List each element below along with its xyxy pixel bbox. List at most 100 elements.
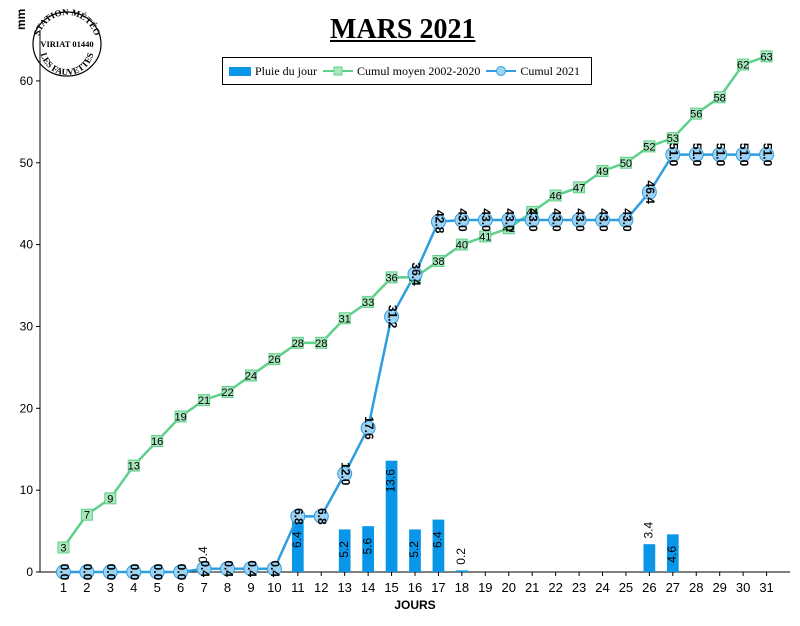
bar-value-label: 3.4 — [642, 522, 656, 539]
cumul-moyen-label: 36 — [385, 272, 397, 284]
bar — [666, 534, 679, 572]
cumul-2021-label: 6.8 — [315, 508, 329, 525]
cumul-moyen-label: 3 — [60, 542, 66, 554]
cumul-2021-point — [243, 561, 259, 577]
cumul-moyen-point — [385, 271, 398, 284]
cumul-2021-label: 0.0 — [104, 564, 118, 581]
cumul-2021-point — [759, 147, 775, 163]
cumul-2021-point — [313, 508, 329, 524]
cumul-2021-label: 31.2 — [385, 305, 399, 329]
cumul-2021-point — [173, 564, 189, 580]
legend-item-pluie: Pluie du jour — [229, 64, 317, 79]
x-tick-label: 14 — [361, 580, 375, 595]
cumul-moyen-point — [619, 156, 632, 169]
cumul-2021-label: 0.4 — [221, 560, 235, 577]
bar — [362, 526, 374, 572]
x-tick-label: 8 — [224, 580, 231, 595]
cumul-moyen-label: 21 — [198, 395, 210, 407]
cumul-2021-point — [524, 212, 540, 228]
x-tick-label: 1 — [60, 580, 67, 595]
x-tick-label: 2 — [83, 580, 90, 595]
cumul-moyen-point — [268, 353, 281, 366]
x-tick-label: 21 — [525, 580, 539, 595]
x-tick-label: 20 — [502, 580, 516, 595]
cumul-2021-label: 36.4 — [409, 262, 423, 286]
cumul-moyen-label: 63 — [760, 51, 772, 63]
bar — [456, 570, 468, 572]
cumul-moyen-point — [151, 435, 164, 448]
x-axis-label: JOURS — [394, 598, 435, 612]
station-stamp: STATION MÉTÉO VIRIAT 01440 LES FAUVETTES — [31, 8, 102, 77]
cumul-moyen-label: 19 — [175, 411, 187, 423]
cumul-2021-label: 43.0 — [479, 208, 493, 232]
bar-value-label: 6.4 — [290, 531, 304, 548]
cumul-moyen-point — [713, 91, 726, 104]
y-tick-label: 30 — [20, 319, 34, 333]
legend-square-swatch — [323, 66, 353, 76]
cumul-2021-point — [548, 212, 564, 228]
cumul-moyen-label: 13 — [128, 461, 140, 473]
cumul-2021-point — [688, 147, 704, 163]
y-tick-label: 40 — [20, 238, 34, 252]
y-tick-label: 20 — [20, 401, 34, 415]
x-tick-label: 31 — [759, 580, 773, 595]
cumul-moyen-label: 33 — [362, 297, 374, 309]
cumul-2021-point — [196, 561, 212, 577]
bar — [385, 460, 398, 572]
cumul-2021-point — [430, 214, 446, 230]
bar — [432, 519, 445, 572]
bar — [409, 529, 421, 572]
cumul-moyen-point — [362, 295, 375, 308]
x-tick-label: 29 — [712, 580, 726, 595]
x-tick-label: 28 — [689, 580, 703, 595]
cumul-2021-label: 43.0 — [526, 208, 540, 232]
legend-label-cumul: Cumul 2021 — [520, 63, 580, 78]
cumul-moyen-point — [315, 336, 328, 349]
x-tick-label: 24 — [595, 580, 609, 595]
cumul-moyen-point — [127, 459, 140, 472]
cumul-2021-point — [571, 212, 587, 228]
cumul-moyen-label: 52 — [643, 141, 655, 153]
cumul-2021-point — [712, 147, 728, 163]
cumul-moyen-point — [455, 238, 468, 251]
cumul-2021-point — [266, 561, 282, 577]
cumul-moyen-point — [432, 254, 445, 267]
cumul-2021-point — [360, 420, 376, 436]
cumul-2021-point — [290, 508, 306, 524]
cumul-moyen-point — [80, 508, 93, 521]
x-tick-label: 10 — [267, 580, 281, 595]
cumul-2021-point — [618, 212, 634, 228]
x-tick-label: 13 — [337, 580, 351, 595]
x-tick-label: 4 — [130, 580, 137, 595]
cumul-moyen-point — [291, 336, 304, 349]
cumul-2021-point — [126, 564, 142, 580]
cumul-moyen-point — [338, 312, 351, 325]
y-axis-label: mm — [14, 8, 28, 30]
cumul-moyen-point — [198, 394, 211, 407]
cumul-moyen-label: 46 — [550, 191, 562, 203]
cumul-2021-point — [501, 212, 517, 228]
legend-item-cumul: Cumul 2021 — [486, 64, 580, 79]
x-tick-label: 15 — [384, 580, 398, 595]
bar-value-label: 5.6 — [360, 538, 374, 555]
cumul-moyen-point — [57, 541, 70, 554]
legend-label-moyen: Cumul moyen 2002-2020 — [357, 63, 481, 78]
cumul-2021-point — [220, 561, 235, 577]
cumul-2021-point — [102, 564, 118, 580]
legend-item-moyen: Cumul moyen 2002-2020 — [323, 64, 480, 79]
cumul-2021-label: 51.0 — [714, 143, 728, 167]
x-tick-label: 3 — [107, 580, 114, 595]
cumul-2021-label: 51.0 — [737, 143, 751, 167]
y-tick-label: 10 — [20, 483, 34, 497]
cumul-moyen-label: 28 — [315, 338, 327, 350]
cumul-moyen-label: 47 — [573, 182, 585, 194]
cumul-moyen-point — [690, 107, 703, 120]
legend-bar-swatch — [229, 66, 251, 76]
x-tick-label: 9 — [247, 580, 254, 595]
cumul-moyen-label: 58 — [714, 92, 726, 104]
cumul-moyen-label: 28 — [292, 338, 304, 350]
cumul-2021-label: 6.8 — [292, 508, 306, 525]
cumul-2021-label: 51.0 — [690, 143, 704, 167]
cumul-2021-label: 0.0 — [174, 564, 188, 581]
x-tick-label: 12 — [314, 580, 328, 595]
